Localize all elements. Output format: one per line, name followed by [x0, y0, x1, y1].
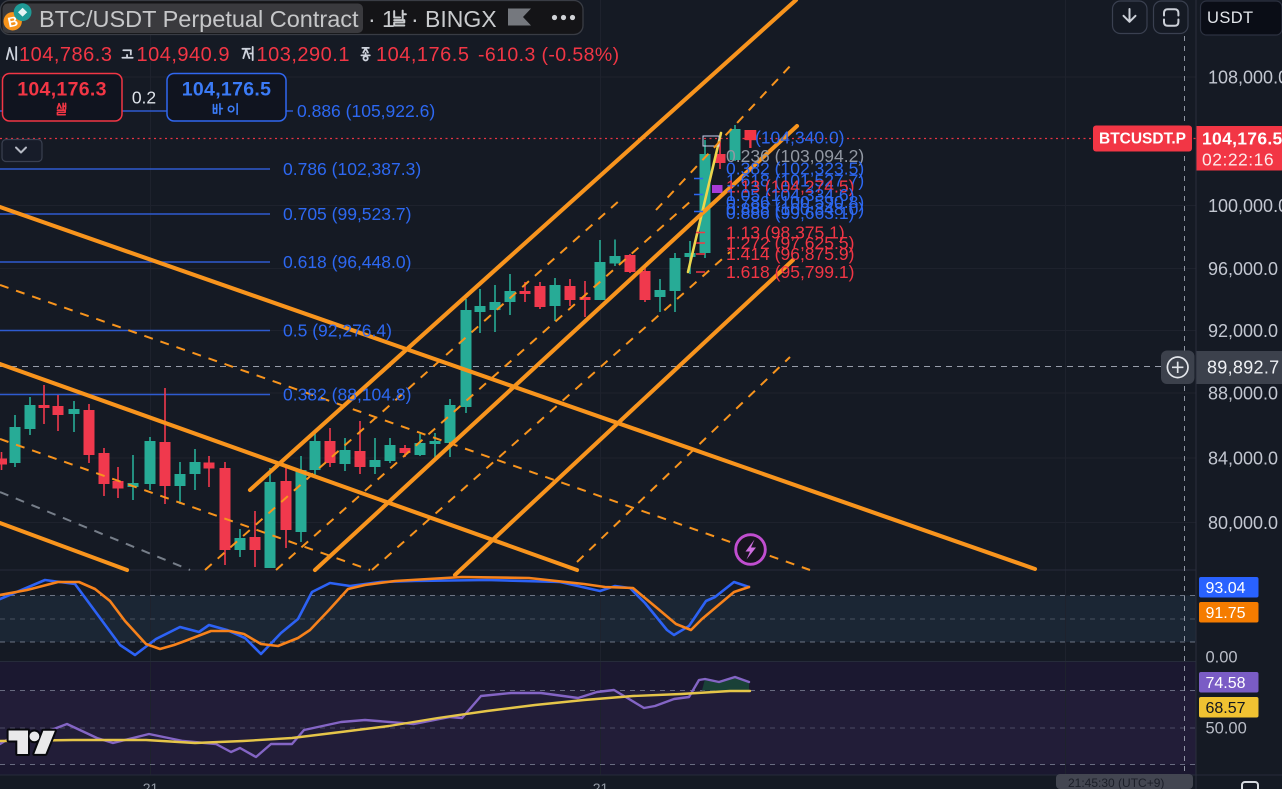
- svg-text:-610.3 (-0.58%): -610.3 (-0.58%): [478, 44, 619, 66]
- svg-text:92,000.0: 92,000.0: [1208, 321, 1278, 341]
- svg-text:1.618 (95,799.1): 1.618 (95,799.1): [726, 262, 854, 282]
- svg-text:104,176.5: 104,176.5: [376, 44, 469, 66]
- svg-text:1.13 (98,375.1): 1.13 (98,375.1): [726, 223, 845, 243]
- svg-text:0.618 (96,448.0): 0.618 (96,448.0): [283, 252, 411, 272]
- svg-text:(104,340.0): (104,340.0): [755, 128, 845, 148]
- svg-text:02:22:16: 02:22:16: [1202, 150, 1274, 170]
- svg-text:21:45:30 (UTC+9): 21:45:30 (UTC+9): [1068, 776, 1164, 789]
- svg-text:· 1: · 1: [368, 6, 395, 32]
- svg-text:0.236 (103,094.2): 0.236 (103,094.2): [726, 146, 864, 166]
- svg-text:0.886 (99,663.1): 0.886 (99,663.1): [726, 203, 854, 223]
- svg-text:BTC/USDT Perpetual Contract: BTC/USDT Perpetual Contract: [39, 6, 359, 32]
- svg-text:BTCUSDT.P: BTCUSDT.P: [1099, 131, 1186, 148]
- svg-text:0.5 (92,276.4): 0.5 (92,276.4): [283, 321, 392, 341]
- svg-text:74.58: 74.58: [1206, 675, 1246, 692]
- svg-text:21: 21: [593, 780, 609, 789]
- svg-text:104,176.3: 104,176.3: [17, 79, 106, 101]
- svg-text:88,000.0: 88,000.0: [1208, 384, 1278, 404]
- svg-text:0.382 (88,104.8): 0.382 (88,104.8): [283, 385, 411, 405]
- svg-text:93.04: 93.04: [1206, 580, 1246, 597]
- svg-text:108,000.0: 108,000.0: [1208, 68, 1282, 88]
- svg-text:89,892.7: 89,892.7: [1207, 358, 1279, 378]
- svg-text:0.382 (102,323.5): 0.382 (102,323.5): [726, 159, 864, 179]
- svg-text:50.00: 50.00: [1206, 720, 1247, 738]
- svg-text:1.618 (101,527.7): 1.618 (101,527.7): [726, 171, 864, 191]
- svg-text:1.13 (104,274.5): 1.13 (104,274.5): [726, 177, 854, 197]
- svg-text:1.05 (104,334.6): 1.05 (104,334.6): [726, 185, 854, 205]
- svg-text:104,940.9: 104,940.9: [137, 44, 230, 66]
- svg-text:0.888 (100,348.0): 0.888 (100,348.0): [726, 199, 864, 219]
- svg-text:0.00: 0.00: [1206, 649, 1238, 667]
- svg-text:80,000.0: 80,000.0: [1208, 513, 1278, 533]
- svg-text:103,290.1: 103,290.1: [257, 44, 350, 66]
- svg-text:104,176.5: 104,176.5: [1202, 129, 1282, 149]
- svg-text:0.786 (102,387.3): 0.786 (102,387.3): [283, 159, 421, 179]
- svg-text:96,000.0: 96,000.0: [1208, 259, 1278, 279]
- svg-text:68.57: 68.57: [1206, 700, 1246, 717]
- svg-text:USDT: USDT: [1207, 9, 1254, 27]
- svg-text:100,000.0: 100,000.0: [1208, 196, 1282, 216]
- svg-text:1.414 (96,875.9): 1.414 (96,875.9): [726, 244, 854, 264]
- svg-text:· BINGX: · BINGX: [411, 6, 497, 32]
- svg-text:1.272 (97,625.5): 1.272 (97,625.5): [726, 233, 854, 253]
- svg-text:0.705 (99,523.7): 0.705 (99,523.7): [283, 204, 411, 224]
- svg-text:84,000.0: 84,000.0: [1208, 449, 1278, 469]
- svg-text:104,176.5: 104,176.5: [182, 79, 271, 101]
- svg-text:104,786.3: 104,786.3: [19, 44, 112, 66]
- svg-text:91.75: 91.75: [1206, 605, 1246, 622]
- svg-text:21: 21: [143, 780, 159, 789]
- svg-text:0.786 (100,590.8): 0.786 (100,590.8): [726, 192, 864, 212]
- svg-text:0.886 (105,922.6): 0.886 (105,922.6): [297, 101, 435, 121]
- svg-text:0.2: 0.2: [132, 88, 156, 108]
